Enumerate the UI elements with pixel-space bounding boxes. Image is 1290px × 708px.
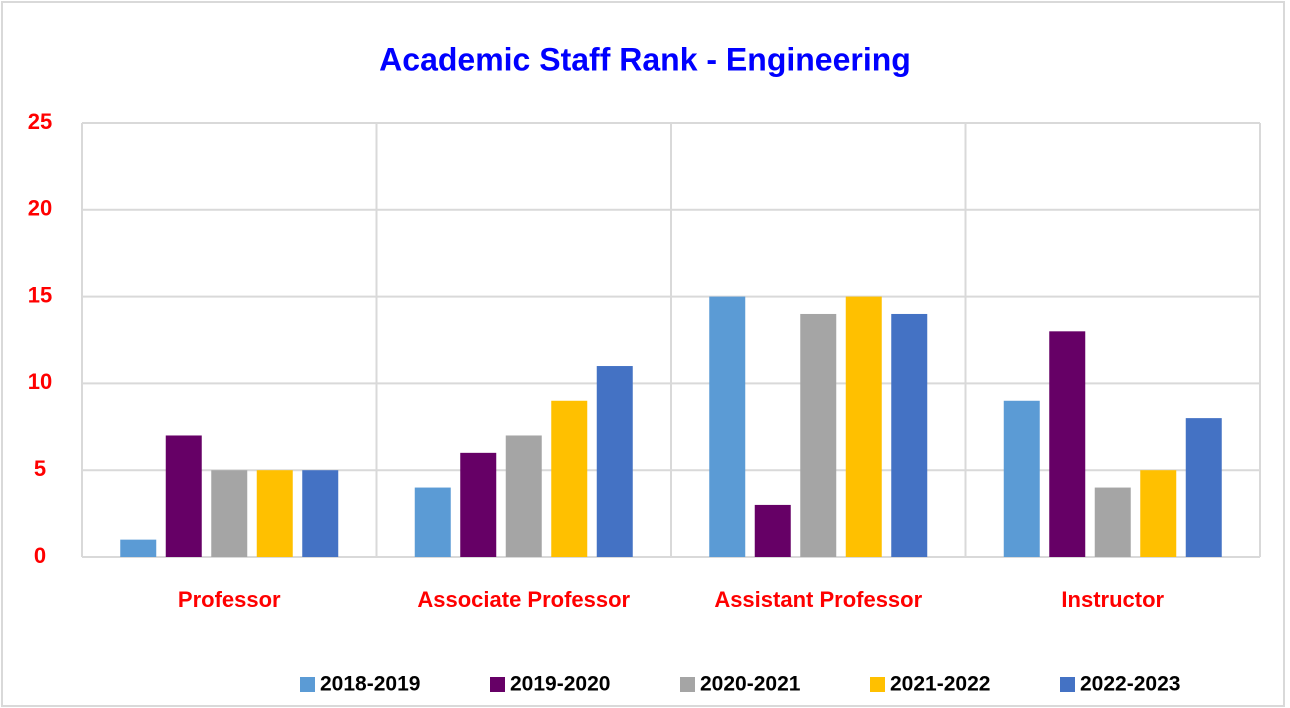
y-tick-label: 5	[34, 456, 46, 481]
bar	[709, 296, 746, 557]
bar	[505, 435, 542, 557]
legend-swatch	[1060, 677, 1075, 692]
legend-swatch	[300, 677, 315, 692]
bar	[891, 313, 928, 557]
bar	[800, 313, 837, 557]
x-tick-label: Assistant Professor	[714, 587, 922, 612]
x-tick-label: Professor	[178, 587, 281, 612]
legend-label: 2018-2019	[320, 673, 420, 696]
bar	[1185, 418, 1222, 557]
y-tick-label: 20	[28, 196, 52, 221]
legend-label: 2021-2022	[890, 673, 990, 696]
y-tick-label: 25	[28, 109, 52, 134]
y-tick-label: 15	[28, 282, 52, 307]
legend-swatch	[870, 677, 885, 692]
x-tick-label: Instructor	[1061, 587, 1164, 612]
bar	[211, 470, 248, 557]
legend-label: 2019-2020	[510, 673, 610, 696]
y-tick-label: 0	[34, 543, 46, 568]
bar	[165, 435, 202, 557]
legend-label: 2022-2023	[1080, 673, 1180, 696]
x-tick-label: Associate Professor	[417, 587, 630, 612]
bar	[551, 400, 588, 557]
legend-label: 2020-2021	[700, 673, 801, 696]
bar	[754, 504, 791, 557]
legend-swatch	[680, 677, 695, 692]
bar	[1049, 331, 1086, 557]
bar	[460, 452, 497, 557]
bar	[256, 470, 293, 557]
bar	[414, 487, 451, 557]
bar	[1094, 487, 1131, 557]
y-tick-label: 10	[28, 369, 52, 394]
bar	[1140, 470, 1177, 557]
bar	[1003, 400, 1040, 557]
bar	[302, 470, 339, 557]
chart-title: Academic Staff Rank - Engineering	[379, 41, 911, 77]
bar	[596, 366, 633, 557]
legend-swatch	[490, 677, 505, 692]
bar	[120, 539, 157, 557]
bar	[845, 296, 882, 557]
